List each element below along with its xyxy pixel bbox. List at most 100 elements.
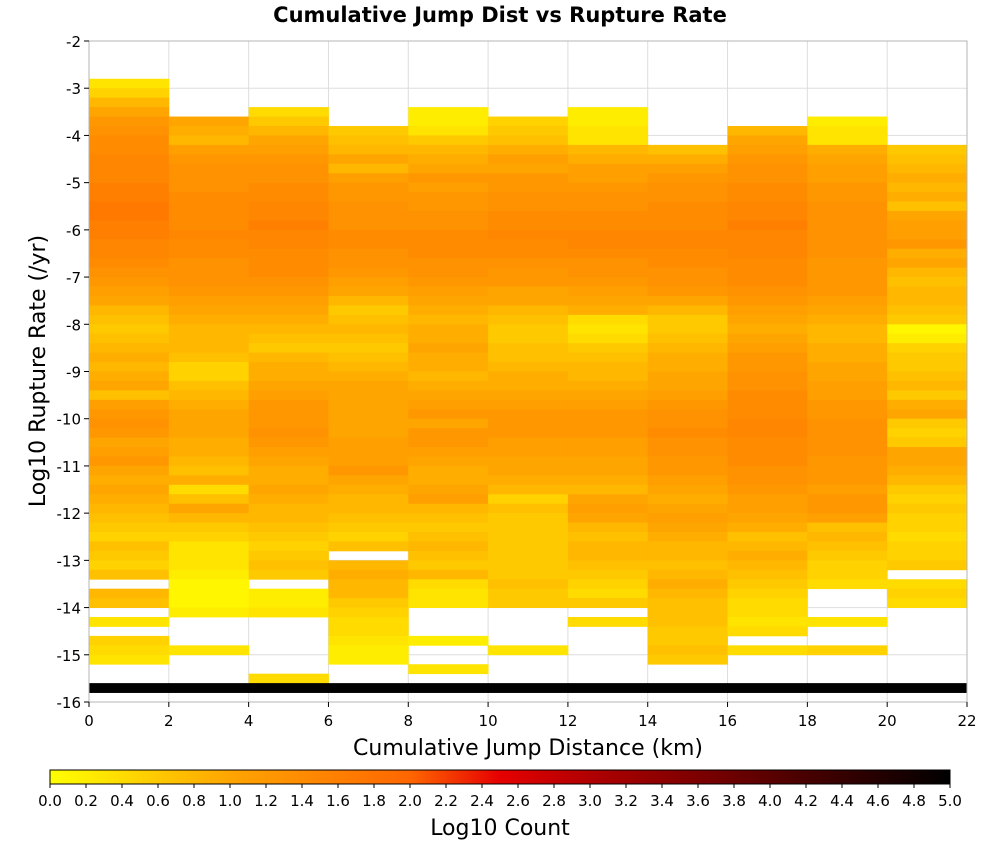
heatmap-cell [727, 267, 808, 278]
heatmap-cell [328, 569, 409, 580]
heatmap-cell [248, 267, 329, 278]
heatmap-cell [408, 163, 489, 174]
heatmap-cell [807, 201, 888, 212]
heatmap-cell [248, 220, 329, 231]
heatmap-cell [807, 154, 888, 165]
heatmap-cell [408, 125, 489, 136]
heatmap-cell [248, 409, 329, 420]
heatmap-cell [248, 399, 329, 410]
heatmap-cell [168, 532, 250, 542]
heatmap-cell [408, 154, 489, 165]
heatmap-cell [887, 437, 968, 448]
y-axis-label: Log10 Rupture Rate (/yr) [26, 235, 51, 507]
heatmap-cell [567, 456, 649, 467]
heatmap-cell [89, 182, 170, 193]
heatmap-cell [887, 220, 968, 231]
heatmap-cell [408, 475, 489, 486]
heatmap-cell [89, 352, 170, 363]
heatmap-cell [567, 173, 649, 184]
heatmap-cell [807, 399, 888, 410]
heatmap-cell [488, 125, 569, 136]
y-tick-label: -8 [66, 316, 81, 334]
heatmap-cell [647, 163, 728, 174]
heatmap-cell [807, 173, 888, 184]
heatmap-cell [727, 239, 808, 250]
heatmap-cell [727, 352, 808, 363]
heatmap-cell [887, 371, 968, 382]
heatmap-cell [328, 135, 409, 146]
heatmap-cell [887, 343, 968, 354]
heatmap-cell [647, 154, 728, 165]
heatmap-cell [248, 116, 329, 127]
heatmap-cell [248, 673, 329, 684]
heatmap-cell [89, 220, 170, 231]
heatmap-cell [168, 579, 250, 590]
heatmap-cell [328, 654, 409, 665]
heatmap-cell [887, 352, 968, 363]
heatmap-cell [647, 239, 728, 250]
heatmap-cell [248, 560, 329, 571]
heatmap-cell [807, 305, 888, 316]
heatmap-cell [168, 258, 250, 269]
heatmap-cell [168, 154, 250, 165]
x-axis-label: Cumulative Jump Distance (km) [353, 736, 703, 761]
heatmap-cell [887, 390, 968, 401]
heatmap-cell [328, 210, 409, 221]
heatmap-cell [488, 305, 569, 316]
heatmap-cell [567, 277, 649, 287]
x-tick-label: 16 [718, 712, 737, 730]
heatmap-cell [887, 163, 968, 174]
heatmap-cell [408, 295, 489, 306]
heatmap-cell [488, 579, 569, 590]
heatmap-cell [488, 343, 569, 354]
heatmap-cell [408, 210, 489, 221]
heatmap-cell [89, 484, 170, 495]
colorbar-tick-label: 2.8 [542, 792, 566, 810]
heatmap-cell [647, 475, 728, 486]
heatmap-cell [89, 107, 170, 117]
heatmap-cell [647, 201, 728, 212]
heatmap-cell [807, 522, 888, 533]
heatmap-cell [807, 163, 888, 174]
heatmap-cell [89, 617, 170, 627]
heatmap-cell [567, 362, 649, 372]
heatmap-cell [89, 550, 170, 561]
heatmap-cell [567, 617, 649, 627]
y-tick-label: -12 [57, 505, 82, 523]
heatmap-cell [168, 560, 250, 571]
heatmap-cell [328, 635, 409, 646]
x-tick-label: 20 [878, 712, 897, 730]
heatmap-cell [248, 465, 329, 476]
heatmap-cell [887, 475, 968, 486]
heatmap-cell [408, 258, 489, 269]
heatmap-cell [488, 390, 569, 401]
heatmap-cell [887, 277, 968, 287]
heatmap-cell [727, 220, 808, 231]
heatmap-cell [567, 324, 649, 335]
heatmap-cell [89, 437, 170, 448]
heatmap-cell [647, 532, 728, 542]
heatmap-cell [488, 295, 569, 306]
heatmap-cell [887, 192, 968, 202]
colorbar-ticks: 0.0 0.2 0.4 0.6 0.8 1.0 1.2 1.4 1.6 1.8 2.0 2.2 2.4 2… [38, 784, 962, 810]
heatmap-cell [328, 579, 409, 590]
heatmap-cell [807, 683, 888, 693]
heatmap-cell [887, 154, 968, 165]
x-tick-label: 0 [84, 712, 94, 730]
heatmap-cell [248, 456, 329, 467]
heatmap-cell [408, 380, 489, 391]
heatmap-cell [887, 532, 968, 542]
heatmap-cell [488, 645, 569, 656]
heatmap-cell [887, 513, 968, 523]
heatmap-cell [328, 239, 409, 250]
heatmap-cell [89, 683, 170, 693]
x-tick-label: 10 [479, 712, 498, 730]
heatmap-cell [887, 229, 968, 240]
heatmap-cell [807, 286, 888, 297]
heatmap-cell [168, 390, 250, 401]
colorbar-tick-label: 5.0 [938, 792, 962, 810]
colorbar-tick-label: 3.4 [650, 792, 674, 810]
heatmap-cell [807, 333, 888, 344]
heatmap-cell [887, 239, 968, 250]
heatmap-cell [328, 513, 409, 523]
